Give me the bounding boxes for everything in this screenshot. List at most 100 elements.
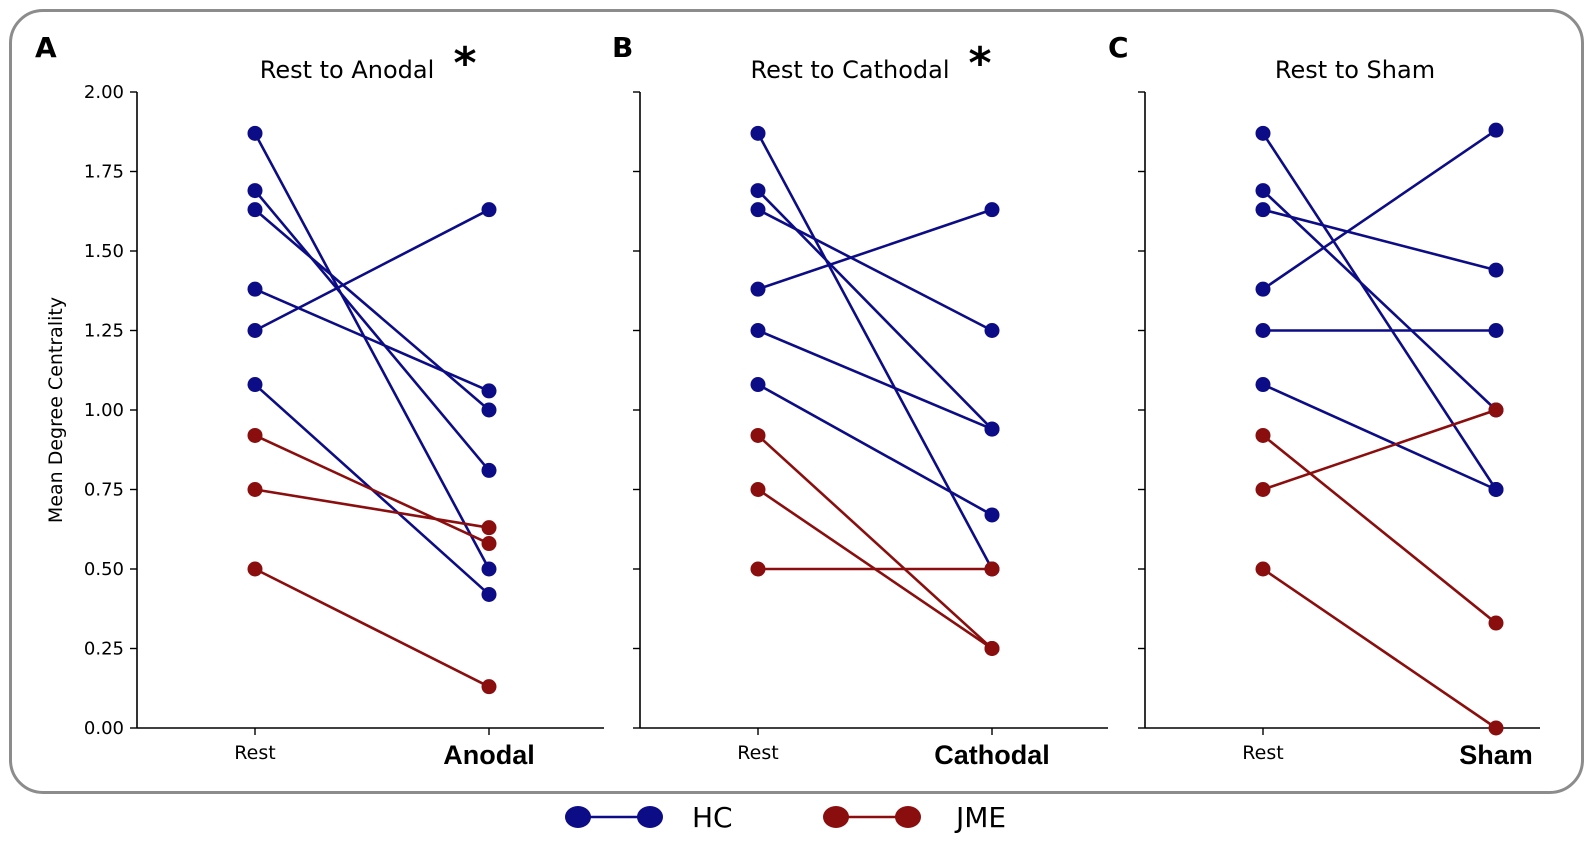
y-tick-label: 0.50 bbox=[84, 559, 124, 580]
data-point-jme bbox=[1255, 427, 1271, 443]
series-line-hc bbox=[253, 132, 491, 570]
y-axis-label: Mean Degree Centrality bbox=[45, 297, 67, 523]
data-point-jme bbox=[984, 561, 1000, 577]
data-point-hc bbox=[247, 183, 263, 199]
significance-asterisk: * bbox=[453, 38, 476, 89]
series-line-hc bbox=[757, 383, 993, 517]
data-point-hc bbox=[984, 323, 1000, 338]
data-point-hc bbox=[247, 125, 263, 141]
data-point-jme bbox=[1255, 482, 1271, 497]
data-point-jme bbox=[481, 536, 497, 552]
data-point-hc bbox=[1488, 323, 1504, 338]
data-point-jme bbox=[1488, 402, 1504, 418]
series-line-hc bbox=[1261, 132, 1498, 491]
data-point-hc bbox=[750, 281, 766, 297]
y-tick-label: 0.25 bbox=[84, 639, 124, 660]
y-tick-label: 0.75 bbox=[84, 480, 124, 501]
data-point-jme bbox=[481, 520, 497, 536]
series-line-hc bbox=[254, 287, 490, 393]
x-tick-label: Sham bbox=[1459, 740, 1533, 770]
legend-marker-jme bbox=[895, 806, 921, 828]
significance-asterisk: * bbox=[968, 38, 991, 89]
y-tick-label: 1.00 bbox=[84, 400, 124, 421]
series-line-hc bbox=[1262, 383, 1497, 491]
panel-title: Rest to Sham bbox=[1275, 56, 1435, 84]
series-line-jme bbox=[254, 567, 490, 688]
data-point-hc bbox=[1255, 202, 1271, 218]
series-line-hc bbox=[1262, 208, 1497, 272]
panel-title: Rest to Cathodal bbox=[750, 56, 949, 84]
data-point-jme bbox=[481, 679, 497, 695]
data-point-hc bbox=[1255, 125, 1271, 141]
data-point-hc bbox=[481, 462, 497, 478]
x-tick-label: Rest bbox=[737, 742, 778, 764]
y-tick-label: 0.00 bbox=[84, 718, 124, 739]
x-tick-label: Rest bbox=[234, 742, 275, 764]
legend-marker-hc bbox=[637, 806, 663, 828]
legend-marker-jme bbox=[823, 806, 849, 828]
data-point-hc bbox=[481, 561, 497, 577]
figure-frame bbox=[9, 9, 1584, 794]
data-point-hc bbox=[481, 586, 497, 602]
data-point-jme bbox=[1488, 720, 1504, 736]
data-point-hc bbox=[1255, 183, 1271, 199]
series-line-jme bbox=[757, 434, 993, 650]
data-point-hc bbox=[750, 125, 766, 141]
data-point-hc bbox=[247, 377, 263, 393]
legend-label-jme: JME bbox=[954, 801, 1006, 834]
data-point-hc bbox=[750, 377, 766, 393]
panel-c: C Rest to Sham Rest Sham bbox=[1108, 31, 1540, 770]
y-tick-label: 1.50 bbox=[84, 241, 124, 262]
data-point-hc bbox=[984, 421, 1000, 437]
data-point-hc bbox=[247, 323, 263, 338]
series-line-jme bbox=[254, 434, 490, 545]
data-point-hc bbox=[1255, 323, 1271, 338]
panel-letter: C bbox=[1108, 31, 1129, 64]
series-line-hc bbox=[757, 329, 993, 431]
data-point-hc bbox=[247, 202, 263, 218]
data-point-jme bbox=[750, 482, 766, 497]
panel-a: A Rest to Anodal * 0.00 0.25 0.50 0.75 1.00 1.25… bbox=[35, 31, 604, 770]
data-point-hc bbox=[750, 202, 766, 218]
data-point-hc bbox=[1488, 262, 1504, 278]
series-line-hc bbox=[756, 132, 994, 570]
series-line-hc bbox=[254, 208, 490, 411]
legend-marker-hc bbox=[565, 806, 591, 828]
data-point-hc bbox=[984, 507, 1000, 523]
data-point-hc bbox=[247, 281, 263, 297]
data-point-jme bbox=[750, 427, 766, 443]
data-point-hc bbox=[750, 323, 766, 338]
y-tick-label: 1.25 bbox=[84, 321, 124, 342]
data-point-hc bbox=[481, 202, 497, 218]
series-line-hc bbox=[1262, 189, 1497, 411]
legend: HC JME bbox=[565, 801, 1006, 834]
x-tick-label: Cathodal bbox=[934, 740, 1050, 770]
series-line-jme bbox=[254, 488, 490, 529]
data-point-jme bbox=[750, 561, 766, 577]
data-point-jme bbox=[247, 561, 263, 577]
data-point-jme bbox=[984, 641, 1000, 656]
series-line-hc bbox=[254, 189, 490, 472]
series-line-hc bbox=[1262, 129, 1497, 291]
panel-title: Rest to Anodal bbox=[260, 56, 435, 84]
panel-letter: A bbox=[35, 31, 57, 64]
data-point-hc bbox=[984, 202, 1000, 218]
data-point-hc bbox=[750, 183, 766, 199]
data-point-hc bbox=[1255, 377, 1271, 393]
data-point-hc bbox=[1488, 122, 1504, 138]
data-point-hc bbox=[481, 383, 497, 399]
x-tick-label: Rest bbox=[1242, 742, 1283, 764]
series-line-jme bbox=[1262, 434, 1497, 625]
panel-b: B Rest to Cathodal * Rest Cathodal bbox=[612, 31, 1108, 770]
panel-letter: B bbox=[612, 31, 633, 64]
series-line-hc bbox=[757, 208, 993, 332]
data-point-hc bbox=[1488, 482, 1504, 497]
data-point-hc bbox=[481, 402, 497, 418]
data-point-jme bbox=[1488, 615, 1504, 631]
data-point-jme bbox=[247, 427, 263, 443]
series-line-jme bbox=[1262, 567, 1497, 730]
y-tick-label: 1.75 bbox=[84, 162, 124, 183]
series-line-jme bbox=[1262, 408, 1497, 491]
data-point-hc bbox=[1255, 281, 1271, 297]
